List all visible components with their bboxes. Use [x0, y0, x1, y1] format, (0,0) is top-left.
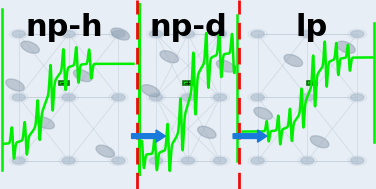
Ellipse shape — [197, 126, 216, 138]
Ellipse shape — [36, 117, 55, 129]
Circle shape — [149, 31, 163, 37]
Circle shape — [12, 31, 26, 37]
Ellipse shape — [141, 85, 160, 97]
Ellipse shape — [6, 79, 24, 91]
FancyBboxPatch shape — [59, 81, 69, 85]
Circle shape — [350, 94, 364, 101]
Circle shape — [251, 94, 264, 101]
Circle shape — [181, 94, 195, 101]
Text: np-d: np-d — [149, 13, 227, 42]
Ellipse shape — [310, 136, 329, 148]
Circle shape — [181, 31, 195, 37]
Circle shape — [112, 94, 125, 101]
Circle shape — [350, 31, 364, 37]
Circle shape — [301, 31, 314, 37]
Circle shape — [213, 31, 227, 37]
Circle shape — [62, 94, 75, 101]
Circle shape — [62, 31, 75, 37]
Ellipse shape — [96, 145, 115, 157]
Circle shape — [12, 157, 26, 164]
Ellipse shape — [337, 41, 355, 53]
Circle shape — [301, 94, 314, 101]
Ellipse shape — [254, 107, 273, 119]
Text: np-h: np-h — [25, 13, 103, 42]
Circle shape — [213, 94, 227, 101]
Circle shape — [301, 157, 314, 164]
Circle shape — [350, 157, 364, 164]
Circle shape — [149, 94, 163, 101]
FancyBboxPatch shape — [307, 81, 317, 85]
Ellipse shape — [160, 51, 179, 63]
FancyArrow shape — [132, 130, 165, 142]
Circle shape — [149, 157, 163, 164]
Ellipse shape — [73, 70, 92, 82]
Circle shape — [251, 31, 264, 37]
Circle shape — [62, 157, 75, 164]
FancyBboxPatch shape — [183, 81, 193, 85]
Circle shape — [112, 157, 125, 164]
Ellipse shape — [284, 54, 303, 67]
Circle shape — [12, 94, 26, 101]
Ellipse shape — [111, 28, 130, 40]
Circle shape — [213, 157, 227, 164]
Circle shape — [112, 31, 125, 37]
Circle shape — [181, 157, 195, 164]
Ellipse shape — [216, 60, 235, 72]
Text: lp: lp — [296, 13, 328, 42]
Ellipse shape — [21, 41, 39, 53]
Circle shape — [251, 157, 264, 164]
FancyArrow shape — [233, 130, 267, 142]
